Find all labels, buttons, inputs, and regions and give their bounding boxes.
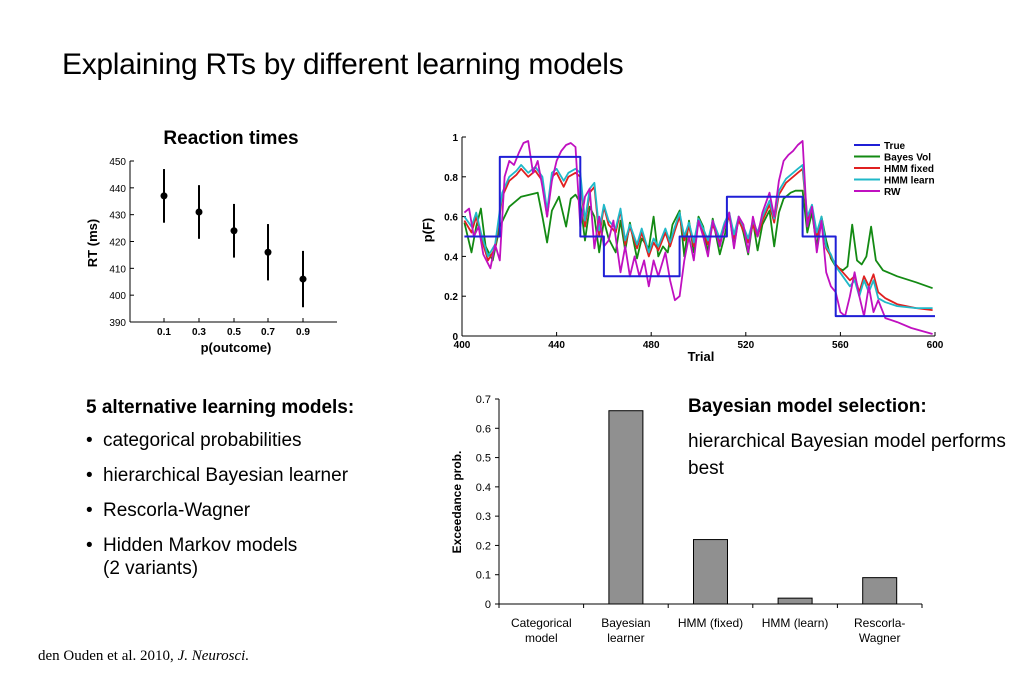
- pf-legend-label: HMM learn: [884, 176, 935, 187]
- pf-y-tick-label: 0.4: [444, 252, 458, 263]
- rt-data-point: [299, 275, 307, 283]
- pf-y-axis-label: p(F): [420, 218, 435, 243]
- pf-y-tick-label: 0.6: [444, 213, 458, 224]
- pf-series-line: [464, 155, 935, 318]
- rt-data-point: [160, 192, 168, 200]
- ex-y-tick-label: 0: [485, 599, 491, 611]
- pf-legend-label: True: [884, 141, 906, 152]
- rt-y-tick-label: 410: [109, 264, 126, 275]
- pf-x-tick-label: 520: [737, 340, 754, 351]
- ex-category-label: HMM (learn): [762, 616, 829, 630]
- ex-category-label: Wagner: [859, 631, 901, 645]
- model-selection-note: Bayesian model selection: hierarchical B…: [688, 393, 1008, 482]
- pf-legend-label: HMM fixed: [884, 164, 934, 175]
- pf-x-tick-label: 440: [548, 340, 565, 351]
- rt-y-tick-label: 430: [109, 211, 126, 222]
- rt-data-point: [230, 227, 238, 235]
- pf-series-line: [463, 163, 933, 310]
- pf-y-tick-label: 0: [452, 332, 458, 343]
- ex-category-label: HMM (fixed): [678, 616, 743, 630]
- ex-y-tick-label: 0.5: [476, 453, 491, 465]
- ex-y-tick-label: 0.4: [476, 482, 491, 494]
- models-heading: 5 alternative learning models:: [86, 397, 355, 418]
- model-item: hierarchical Bayesian learner: [86, 464, 426, 487]
- pf-x-axis-label: Trial: [688, 349, 715, 364]
- ex-bar: [862, 577, 898, 605]
- rt-chart-title: Reaction times: [163, 128, 298, 149]
- pf-y-tick-label: 0.8: [444, 173, 458, 184]
- slide-title: Explaining RTs by different learning mod…: [62, 48, 624, 81]
- selection-text: hierarchical Bayesian model performs bes…: [688, 431, 1006, 479]
- citation-journal: J. Neurosci.: [177, 648, 250, 664]
- citation: den Ouden et al. 2010, J. Neurosci.: [38, 648, 249, 665]
- rt-x-tick-label: 0.7: [261, 327, 275, 338]
- model-item: categorical probabilities: [86, 429, 426, 452]
- ex-bar: [693, 539, 728, 605]
- ex-y-axis-label: Exceedance prob.: [450, 451, 464, 554]
- citation-authors: den Ouden et al. 2010,: [38, 648, 178, 664]
- selection-heading: Bayesian model selection:: [688, 396, 927, 417]
- ex-category-label: learner: [607, 631, 644, 645]
- rt-y-tick-label: 390: [109, 318, 126, 329]
- pf-x-tick-label: 400: [454, 340, 471, 351]
- ex-bar: [608, 410, 644, 605]
- rt-x-axis-label: p(outcome): [201, 340, 272, 355]
- ex-category-label: Categorical: [511, 616, 572, 630]
- pf-y-tick-label: 1: [452, 133, 458, 144]
- pf-series-line: [463, 140, 933, 335]
- rt-data-point: [195, 208, 203, 216]
- rt-y-tick-label: 420: [109, 238, 126, 249]
- pf-x-tick-label: 480: [643, 340, 660, 351]
- rt-x-tick-label: 0.5: [227, 327, 241, 338]
- model-list: 5 alternative learning models: categoric…: [86, 396, 426, 580]
- model-item: Hidden Markov models(2 variants): [86, 534, 426, 580]
- model-item-text: Hidden Markov models: [103, 535, 298, 556]
- pf-x-tick-label: 560: [832, 340, 849, 351]
- rt-y-tick-label: 400: [109, 291, 126, 302]
- model-item: Rescorla-Wagner: [86, 499, 426, 522]
- pf-legend-label: Bayes Vol: [884, 153, 931, 164]
- ex-y-tick-label: 0.2: [476, 540, 491, 552]
- pf-legend-label: RW: [884, 187, 901, 198]
- rt-y-tick-label: 440: [109, 184, 126, 195]
- ex-category-label: model: [525, 631, 558, 645]
- ex-category-label: Bayesian: [601, 616, 650, 630]
- model-item-text: (2 variants): [103, 558, 199, 579]
- ex-y-tick-label: 0.3: [476, 511, 491, 523]
- rt-x-tick-label: 0.1: [157, 327, 171, 338]
- ex-bar: [777, 597, 813, 605]
- pf-x-tick-label: 600: [927, 340, 944, 351]
- rt-y-tick-label: 450: [109, 157, 126, 168]
- rt-x-tick-label: 0.9: [296, 327, 310, 338]
- rt-y-axis-label: RT (ms): [85, 219, 100, 267]
- pf-y-tick-label: 0.2: [444, 292, 458, 303]
- ex-y-tick-label: 0.6: [476, 423, 491, 435]
- ex-y-tick-label: 0.1: [476, 570, 491, 582]
- ex-category-label: Rescorla-: [854, 616, 905, 630]
- rt-data-point: [264, 248, 272, 256]
- ex-y-tick-label: 0.7: [476, 394, 491, 406]
- rt-x-tick-label: 0.3: [192, 327, 206, 338]
